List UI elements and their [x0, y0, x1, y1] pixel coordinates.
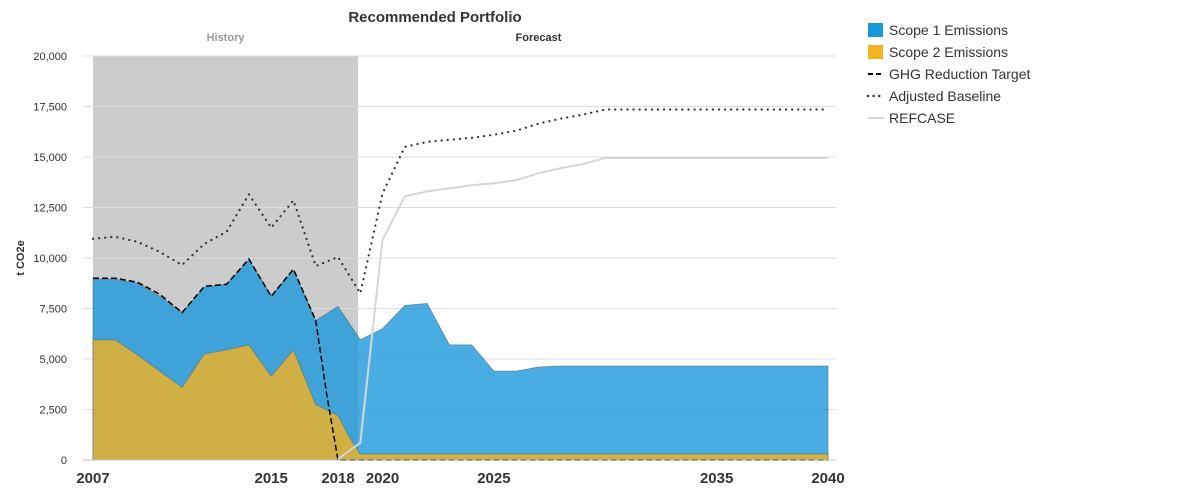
- y-tick-label: 17,500: [33, 102, 67, 114]
- legend-label-scope-1-emissions: Scope 1 Emissions: [889, 22, 1008, 38]
- series-refcase-line[interactable]: [337, 157, 828, 460]
- y-axis-label: t CO2e: [15, 240, 27, 275]
- y-tick-label: 0: [61, 455, 67, 467]
- legend-item-ghg-reduction-target[interactable]: GHG Reduction Target: [868, 66, 1030, 82]
- x-tick-label: 2040: [811, 470, 844, 487]
- legend-label-adjusted-baseline: Adjusted Baseline: [889, 88, 1001, 104]
- axes: 0 2,500 5,000 7,500 10,000 12,500 15,000 17,500…: [33, 51, 844, 487]
- x-tick-label: 2015: [254, 470, 287, 487]
- chart-text: Recommended Portfolio t CO2e: [15, 9, 522, 276]
- area-series-layer: [92, 259, 829, 461]
- x-tick-label: 2007: [76, 470, 109, 487]
- y-tick-label: 2,500: [39, 405, 67, 417]
- legend-item-refcase[interactable]: REFCASE: [868, 110, 955, 126]
- region-history-label: History: [207, 32, 246, 44]
- y-tick-label: 12,500: [33, 203, 67, 215]
- y-tick-label: 10,000: [33, 253, 67, 265]
- y-tick-label: 15,000: [33, 152, 67, 164]
- y-tick-label: 7,500: [39, 304, 67, 316]
- series-adjusted-baseline-line[interactable]: [91, 108, 830, 297]
- series-scope-2-emissions-area[interactable]: [92, 339, 829, 461]
- x-tick-label: 2018: [321, 470, 354, 487]
- x-tick-label: 2035: [700, 470, 733, 487]
- legend-item-scope-2-emissions[interactable]: Scope 2 Emissions: [868, 44, 1008, 60]
- legend-swatch-scope-1-emissions: [868, 23, 883, 37]
- chart-title: Recommended Portfolio: [348, 9, 521, 26]
- legend-label-ghg-reduction-target: GHG Reduction Target: [889, 66, 1030, 82]
- region-forecast-label: Forecast: [516, 32, 562, 44]
- legend-swatch-scope-2-emissions: [868, 45, 883, 59]
- legend-item-scope-1-emissions[interactable]: Scope 1 Emissions: [868, 22, 1008, 38]
- legend-label-refcase: REFCASE: [889, 110, 955, 126]
- y-tick-label: 20,000: [33, 51, 67, 63]
- legend-label-scope-2-emissions: Scope 2 Emissions: [889, 44, 1008, 60]
- legend-item-adjusted-baseline[interactable]: Adjusted Baseline: [866, 88, 1001, 104]
- x-tick-label: 2025: [477, 470, 510, 487]
- x-tick-label: 2020: [366, 470, 399, 487]
- y-tick-label: 5,000: [39, 354, 67, 366]
- legend[interactable]: Scope 1 Emissions Scope 2 Emissions GHG Re…: [866, 22, 1030, 126]
